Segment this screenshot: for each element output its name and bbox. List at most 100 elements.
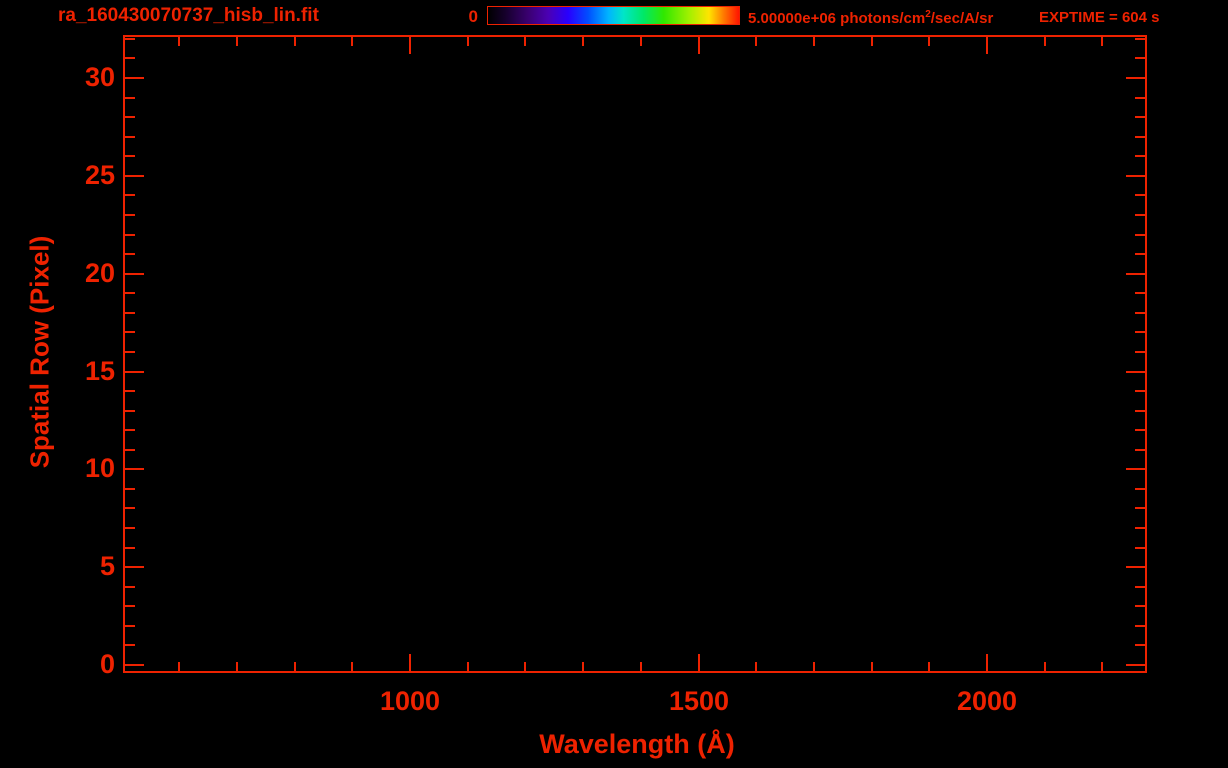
y-minor-tick [125,292,135,294]
x-minor-tick-top [1101,37,1103,46]
x-minor-tick-top [755,37,757,46]
y-minor-tick [125,429,135,431]
y-minor-tick [125,214,135,216]
y-tick-label: 15 [84,355,115,386]
x-minor-tick [1044,662,1046,671]
y-major-tick [125,371,144,373]
x-minor-tick-top [236,37,238,46]
x-minor-tick [640,662,642,671]
y-major-tick [125,77,144,79]
y-minor-tick [125,547,135,549]
y-minor-tick [125,97,135,99]
x-tick-label: 1500 [668,686,730,716]
colorbar-units-superscript: 2 [925,9,931,20]
x-minor-tick [1101,662,1103,671]
x-major-tick [698,654,700,671]
y-major-tick-right [1126,273,1145,275]
x-minor-tick-top [871,37,873,46]
x-minor-tick [178,662,180,671]
x-major-tick-top [409,37,411,54]
y-minor-tick-right [1135,38,1145,40]
y-tick-label: 25 [84,159,115,190]
y-major-tick-right [1126,664,1145,666]
y-tick-label: 0 [99,649,115,679]
y-major-tick [125,664,144,666]
y-major-tick [125,468,144,470]
y-minor-tick-right [1135,605,1145,607]
x-minor-tick-top [524,37,526,46]
x-minor-tick [236,662,238,671]
x-minor-tick [467,662,469,671]
y-minor-tick [125,331,135,333]
x-minor-tick [813,662,815,671]
exptime-label: EXPTIME = 604 s [1039,9,1160,26]
y-minor-tick-right [1135,194,1145,196]
y-minor-tick-right [1135,234,1145,236]
colorbar-units-suffix: /sec/A/sr [930,10,994,27]
y-major-tick-right [1126,175,1145,177]
x-minor-tick [755,662,757,671]
y-minor-tick [125,155,135,157]
y-minor-tick [125,234,135,236]
y-minor-tick-right [1135,390,1145,392]
x-axis-title: Wavelength (Å) [539,729,735,759]
y-major-tick-right [1126,566,1145,568]
y-minor-tick [125,488,135,490]
y-minor-tick-right [1135,586,1145,588]
colorbar-max-label: 5.00000e+06 photons/cm2/sec/A/sr [748,9,993,27]
y-minor-tick [125,57,135,59]
y-minor-tick [125,136,135,138]
x-minor-tick-top [582,37,584,46]
y-minor-tick [125,644,135,646]
x-minor-tick [351,662,353,671]
x-minor-tick [871,662,873,671]
x-minor-tick-top [294,37,296,46]
y-major-tick [125,273,144,275]
x-major-tick [409,654,411,671]
colorbar-min-label: 0 [468,7,478,26]
x-minor-tick [928,662,930,671]
x-major-tick-top [986,37,988,54]
x-minor-tick-top [928,37,930,46]
y-minor-tick [125,38,135,40]
y-tick-label: 30 [84,62,115,93]
y-minor-tick-right [1135,155,1145,157]
x-minor-tick [294,662,296,671]
y-minor-tick [125,312,135,314]
colorbar-gradient [488,7,739,24]
y-minor-tick-right [1135,351,1145,353]
y-minor-tick-right [1135,488,1145,490]
colorbar [487,6,740,25]
y-minor-tick [125,586,135,588]
y-minor-tick [125,253,135,255]
y-tick-label: 20 [84,257,115,288]
y-minor-tick-right [1135,644,1145,646]
colorbar-units-prefix: 5.00000e+06 photons/cm [748,10,926,27]
x-major-tick-top [698,37,700,54]
y-minor-tick [125,410,135,412]
y-major-tick-right [1126,468,1145,470]
y-minor-tick-right [1135,57,1145,59]
y-minor-tick-right [1135,625,1145,627]
y-minor-tick [125,194,135,196]
y-minor-tick [125,116,135,118]
y-minor-tick-right [1135,547,1145,549]
plot-frame [123,35,1147,673]
y-major-tick [125,566,144,568]
x-minor-tick [582,662,584,671]
x-minor-tick-top [640,37,642,46]
y-tick-label: 5 [99,551,115,582]
x-minor-tick-top [813,37,815,46]
y-minor-tick-right [1135,214,1145,216]
y-minor-tick [125,390,135,392]
y-minor-tick-right [1135,253,1145,255]
x-minor-tick-top [467,37,469,46]
plot-title: ra_160430070737_hisb_lin.fit [58,5,319,26]
y-minor-tick-right [1135,507,1145,509]
y-minor-tick [125,527,135,529]
y-minor-tick-right [1135,527,1145,529]
y-minor-tick-right [1135,429,1145,431]
y-minor-tick [125,351,135,353]
y-major-tick-right [1126,371,1145,373]
